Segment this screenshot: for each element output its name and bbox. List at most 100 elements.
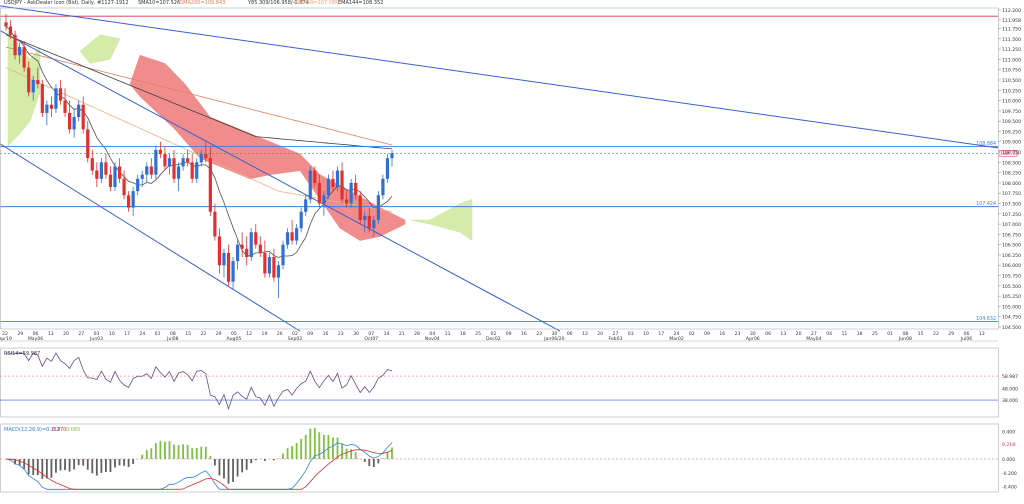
- macd-histogram-bar: [195, 447, 198, 459]
- candle-body: [72, 117, 76, 130]
- macd-histogram-bar: [236, 459, 239, 477]
- candle-body: [154, 149, 158, 175]
- header-sma-mid: SMA50=107.095: [296, 0, 339, 6]
- macd-histogram-bar: [254, 459, 257, 461]
- macd-tick-label: 0.400: [1002, 429, 1015, 435]
- x-tick-label: 13: [979, 331, 985, 337]
- candle-body: [340, 170, 344, 200]
- macd-histogram-bar: [382, 458, 384, 459]
- macd-histogram-bar: [41, 459, 44, 479]
- macd-histogram-bar: [82, 459, 85, 466]
- header-sma-small: SMA10=107.526: [138, 0, 181, 6]
- price-tick-label: 105.250: [1002, 294, 1021, 300]
- macd-histogram-bar: [213, 459, 216, 466]
- header-sma-large: SMA200=109.843: [180, 0, 226, 6]
- candle-body: [108, 174, 113, 188]
- candle-body: [67, 112, 72, 130]
- macd-histogram-bar: [86, 459, 89, 470]
- macd-histogram-bar: [291, 446, 293, 459]
- x-tick-label: 11: [445, 331, 451, 337]
- candle-body: [313, 170, 317, 183]
- candle-body: [77, 104, 81, 118]
- x-tick-label: 04: [826, 331, 832, 337]
- candle-body: [299, 211, 303, 229]
- x-tick-label: 17: [658, 331, 664, 337]
- macd-histogram-bar: [27, 459, 30, 475]
- cloud-bear: [129, 54, 406, 241]
- candle-body: [276, 265, 281, 278]
- x-tick-label: 24: [139, 331, 145, 337]
- x-tick-label: 02: [689, 331, 695, 337]
- candle-body: [199, 154, 203, 163]
- candle-body: [308, 170, 312, 200]
- ichimoku-cloud: [7, 29, 473, 241]
- macd-histogram-bar: [118, 459, 121, 466]
- candle-body: [54, 88, 58, 109]
- x-tick-label: 27: [78, 331, 84, 337]
- x-tick-label: 25: [872, 331, 878, 337]
- cloud-bull-future: [409, 199, 473, 241]
- candle-body: [186, 158, 190, 163]
- price-tick-label: 111.250: [1002, 47, 1021, 53]
- x-tick-label: 02: [490, 331, 496, 337]
- panel-frame: [0, 347, 999, 418]
- macd-panel: 0.400 0.218 0.000 -0.200 -0.400: [0, 427, 1017, 491]
- candle-body: [90, 158, 94, 171]
- macd-histogram-bar: [109, 459, 112, 472]
- price-tick-label: 112.200: [1002, 8, 1021, 14]
- macd-histogram-bar: [141, 454, 144, 459]
- candle-body: [63, 100, 67, 113]
- price-tick-label: 106.000: [1002, 263, 1021, 269]
- rsi-tick-label: 58.987: [1002, 374, 1018, 380]
- macd-histogram-bar: [304, 434, 307, 459]
- header-symbol: USDJPY - AskDealer Icon (Bid), Daily, #1…: [4, 0, 129, 6]
- rsi-line: [6, 352, 393, 410]
- macd-histogram-bar: [32, 459, 35, 476]
- x-tick-label: 16: [323, 331, 329, 337]
- x-tick-label: 09: [506, 331, 512, 337]
- price-tick-label: 110.750: [1002, 68, 1021, 74]
- x-month-label: Aug05: [227, 336, 242, 342]
- x-tick-label: 15: [185, 331, 191, 337]
- price-tick-label: 105.000: [1002, 304, 1021, 310]
- cloud-bull-left: [7, 29, 41, 147]
- x-month-label: Jan06/20: [543, 336, 564, 342]
- macd-histogram-bar: [186, 444, 189, 459]
- macd-histogram-bar: [209, 455, 212, 459]
- macd-histogram-bar: [59, 459, 62, 471]
- macd-histogram-bar: [200, 446, 203, 459]
- x-tick-label: 06: [567, 331, 573, 337]
- x-tick-label: 22: [200, 331, 206, 337]
- current-price-box: [998, 150, 1018, 157]
- price-tick-label: 111.500: [1002, 37, 1021, 43]
- price-tick-label: 111.750: [1002, 27, 1021, 33]
- x-tick-label: 02: [292, 331, 298, 337]
- macd-histogram-bar: [168, 441, 171, 459]
- macd-histogram-bar: [132, 459, 135, 464]
- candle-body: [344, 199, 349, 204]
- x-tick-label: 20: [63, 331, 69, 337]
- macd-hist-label: 0.065: [66, 427, 81, 433]
- x-tick-label: 22: [933, 331, 939, 337]
- candle-body: [8, 26, 13, 35]
- macd-histogram-bar: [345, 448, 348, 459]
- macd-histogram-bar: [245, 459, 248, 470]
- x-tick-label: 18: [460, 331, 466, 337]
- price-tick-label: 107.500: [1002, 201, 1021, 207]
- candle-body: [86, 129, 90, 159]
- macd-histogram-bar: [359, 458, 362, 459]
- trend-line: [0, 30, 561, 332]
- macd-histogram-bar: [100, 459, 103, 473]
- x-tick-label: 30: [353, 331, 359, 337]
- macd-histogram-bar: [322, 434, 325, 459]
- price-tick-label: 104.750: [1002, 315, 1021, 321]
- candle-body: [36, 79, 40, 85]
- candle-body: [4, 22, 8, 27]
- x-tick-label: 27: [811, 331, 817, 337]
- price-tick-label: 111.000: [1002, 57, 1021, 63]
- candle-body: [354, 182, 358, 196]
- candle-body: [249, 232, 253, 258]
- x-tick-label: 07: [368, 331, 374, 337]
- x-tick-label: 17: [124, 331, 130, 337]
- current-price-tag: 108.716: [1000, 151, 1019, 157]
